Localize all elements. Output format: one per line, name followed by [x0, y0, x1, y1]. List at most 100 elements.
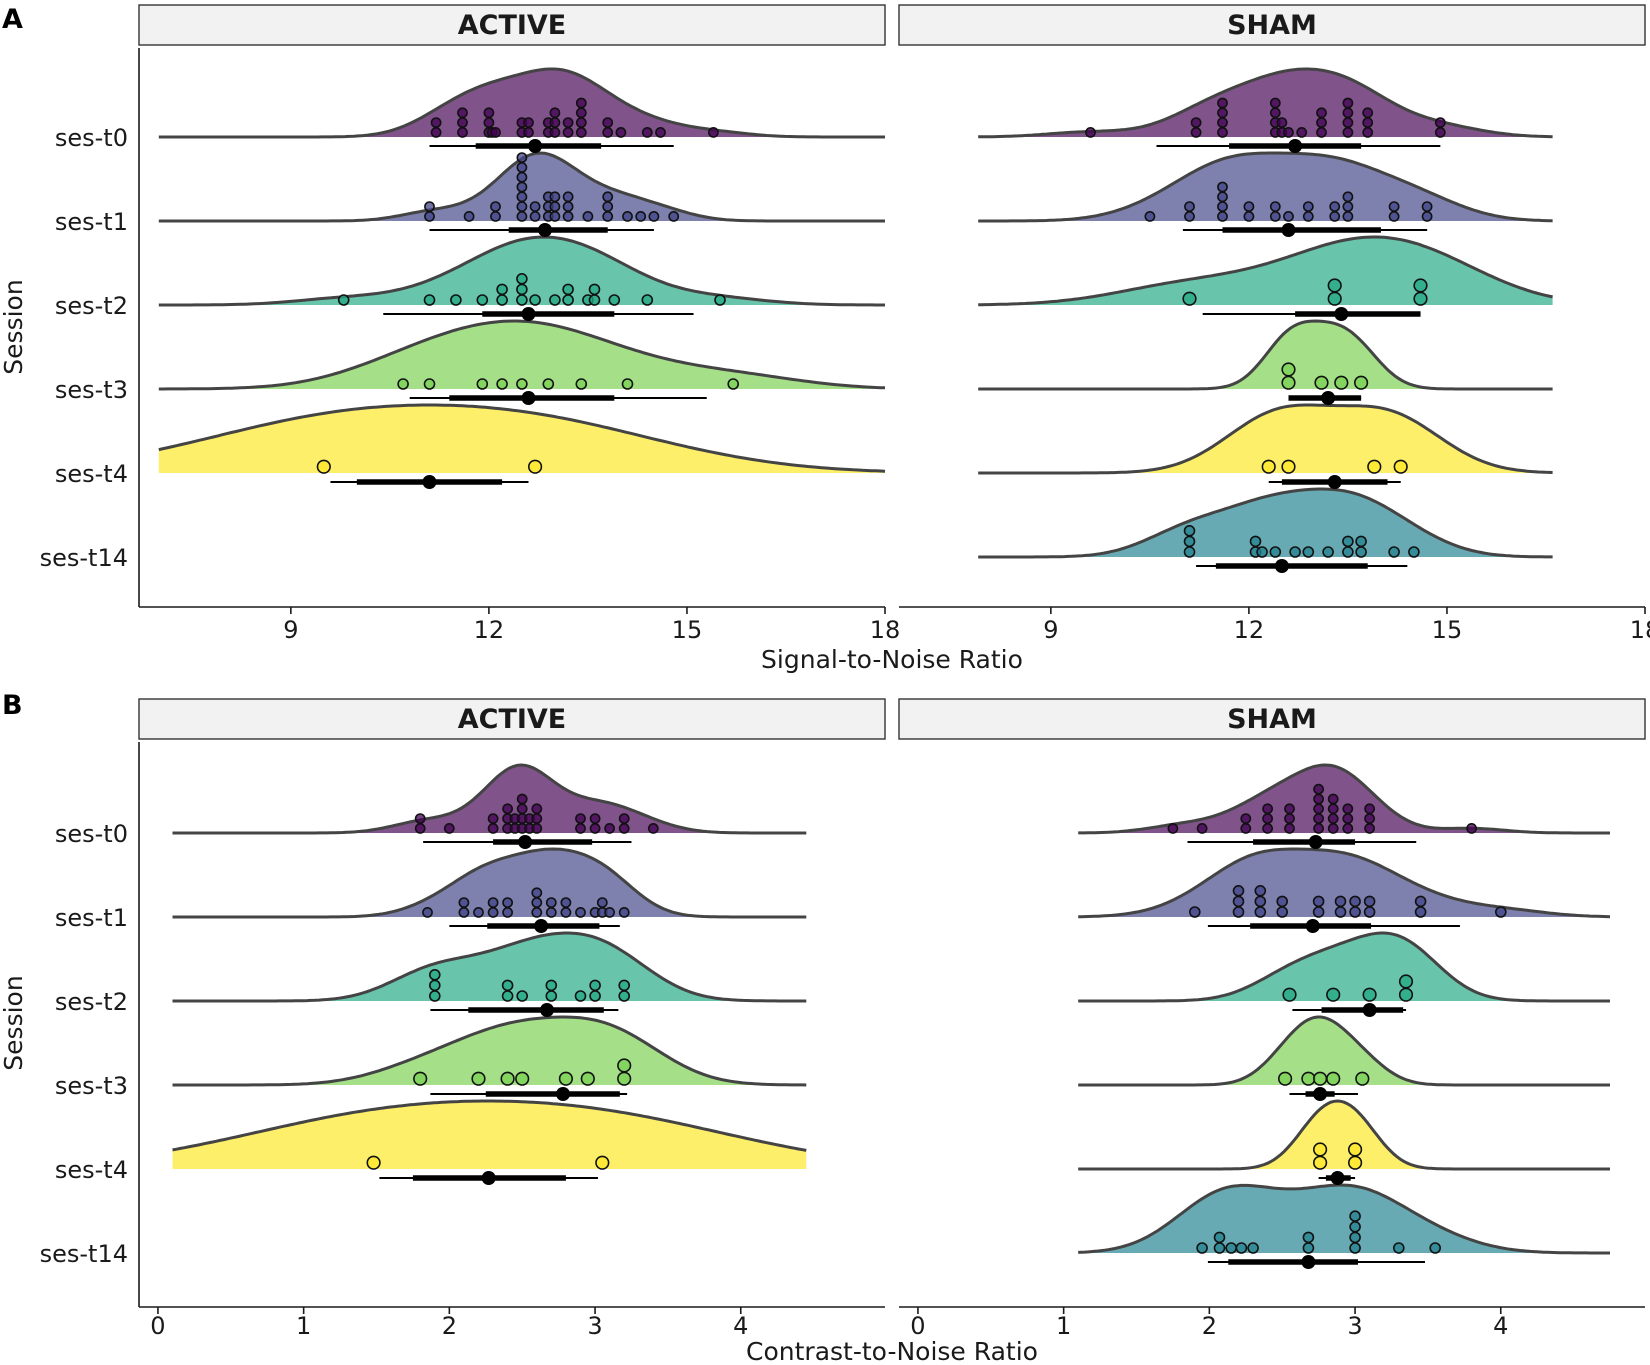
- data-point: [1342, 546, 1354, 558]
- data-point: [1466, 823, 1477, 834]
- facet-b-active: ACTIVE: [138, 698, 886, 1185]
- data-point: [1313, 813, 1324, 824]
- density-fill: [172, 1017, 807, 1085]
- data-point: [549, 201, 561, 212]
- data-point: [1225, 1242, 1237, 1254]
- y-axis-title-b: Session: [0, 975, 28, 1070]
- data-point: [1322, 546, 1334, 558]
- data-point: [1355, 535, 1367, 548]
- density-curve: [158, 67, 885, 139]
- data-point: [1232, 895, 1245, 908]
- data-point: [1240, 823, 1252, 834]
- data-point: [648, 210, 660, 222]
- density-fill: [978, 153, 1553, 221]
- data-point: [413, 1071, 428, 1086]
- data-point: [1240, 813, 1252, 824]
- data-point: [1363, 895, 1376, 908]
- data-point: [501, 979, 514, 992]
- data-point: [1342, 191, 1354, 203]
- data-point: [1312, 1142, 1328, 1157]
- group-ses-t14: [1078, 1183, 1610, 1269]
- data-point: [1388, 210, 1400, 222]
- density-fill: [172, 765, 807, 833]
- data-point: [531, 823, 543, 834]
- data-point: [424, 210, 435, 222]
- data-point: [1367, 459, 1382, 474]
- data-point: [1235, 1242, 1248, 1254]
- x-tick-label: 4: [733, 1312, 748, 1340]
- data-point: [562, 201, 574, 212]
- data-point: [1283, 126, 1294, 138]
- data-point: [490, 126, 501, 138]
- y-axis-title-a: Session: [0, 279, 28, 374]
- data-point: [529, 201, 541, 212]
- data-point: [366, 1155, 381, 1170]
- data-point: [1326, 1071, 1341, 1086]
- data-point: [516, 272, 528, 285]
- data-point: [545, 907, 557, 918]
- x-tick-label: 18: [1630, 616, 1650, 644]
- x-ticks-b-active: 0 1 2 3 4: [150, 1307, 748, 1340]
- data-point: [1313, 783, 1324, 795]
- plot-area-a-active: [158, 67, 886, 489]
- data-point: [1349, 906, 1361, 918]
- data-point: [1342, 107, 1354, 119]
- density-fill: [978, 237, 1553, 305]
- data-point: [1276, 895, 1288, 908]
- data-point: [527, 459, 543, 474]
- x-ticks-b-sham: 0 1 2 3 4: [910, 1307, 1508, 1340]
- data-point: [516, 152, 528, 163]
- data-point: [1327, 793, 1339, 805]
- data-point: [1284, 803, 1295, 815]
- data-point: [1302, 201, 1314, 212]
- density-curve: [158, 403, 886, 473]
- data-point: [476, 378, 489, 390]
- data-point: [602, 191, 614, 203]
- data-point: [560, 897, 572, 908]
- data-point: [458, 907, 470, 918]
- data-point: [1342, 813, 1354, 824]
- data-point: [1190, 117, 1202, 128]
- median-point: [1330, 1171, 1345, 1185]
- data-point: [1349, 1210, 1361, 1222]
- data-point: [602, 126, 614, 138]
- data-point: [562, 191, 574, 203]
- data-point: [589, 990, 601, 1002]
- data-point: [473, 907, 484, 918]
- panel-label-b: B: [2, 690, 23, 721]
- data-point: [618, 979, 631, 992]
- x-tick-label: 3: [1347, 1312, 1362, 1340]
- density-fill: [978, 489, 1553, 557]
- median-point: [555, 1087, 570, 1101]
- data-point: [655, 126, 666, 138]
- data-point: [457, 107, 468, 119]
- data-point: [602, 201, 614, 212]
- group-ses-t3: [1078, 1015, 1610, 1101]
- data-point: [516, 793, 528, 805]
- data-point: [575, 907, 586, 918]
- data-point: [708, 126, 719, 138]
- data-point: [596, 897, 608, 908]
- density-curve: [1078, 763, 1610, 835]
- data-point: [516, 191, 528, 203]
- x-tick-label: 9: [283, 616, 298, 644]
- data-point: [1262, 823, 1273, 834]
- data-point: [575, 823, 586, 834]
- data-point: [545, 897, 557, 908]
- data-point: [414, 813, 426, 824]
- data-point: [1414, 906, 1427, 918]
- data-point: [1393, 459, 1408, 474]
- data-point: [1421, 210, 1433, 222]
- data-point: [545, 979, 558, 992]
- data-point: [1364, 803, 1375, 815]
- x-tick-label: 0: [150, 1312, 165, 1340]
- data-point: [1262, 813, 1273, 824]
- data-point: [1276, 117, 1288, 128]
- data-point: [1296, 126, 1308, 138]
- data-point: [1269, 107, 1281, 119]
- density-fill: [1078, 1017, 1610, 1085]
- data-point: [575, 378, 588, 390]
- data-point: [580, 1071, 595, 1086]
- density-fill: [158, 69, 886, 137]
